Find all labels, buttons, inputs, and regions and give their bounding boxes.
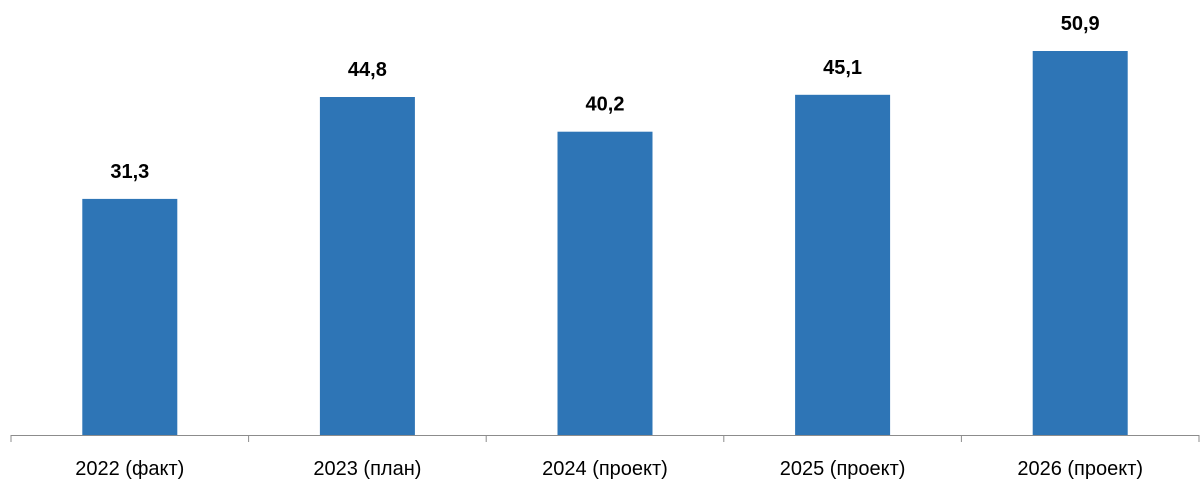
x-axis — [10, 435, 1200, 442]
bar-3 — [557, 131, 653, 435]
x-tick-label-3: 2024 (проект) — [542, 458, 668, 480]
data-label-1: 31,3 — [110, 161, 149, 183]
x-tick-label-2: 2023 (план) — [313, 458, 421, 480]
bar-5 — [1032, 51, 1128, 435]
data-label-4: 45,1 — [823, 57, 862, 79]
x-tick-label-5: 2026 (проект) — [1017, 458, 1143, 480]
data-label-5: 50,9 — [1061, 13, 1100, 35]
bar-1 — [82, 198, 178, 435]
data-label-3: 40,2 — [586, 94, 625, 116]
x-tick-label-1: 2022 (факт) — [75, 458, 184, 480]
x-tick-label-4: 2025 (проект) — [780, 458, 906, 480]
x-tick-labels-group: 2022 (факт) 2023 (план) 2024 (проект) 2025 … — [75, 458, 1143, 480]
bar-2 — [319, 97, 415, 435]
bar-4 — [795, 94, 891, 436]
value-labels-group: 31,3 44,8 40,2 45,1 50,9 — [110, 13, 1099, 183]
bars-group — [82, 51, 1128, 436]
data-label-2: 44,8 — [348, 59, 387, 81]
